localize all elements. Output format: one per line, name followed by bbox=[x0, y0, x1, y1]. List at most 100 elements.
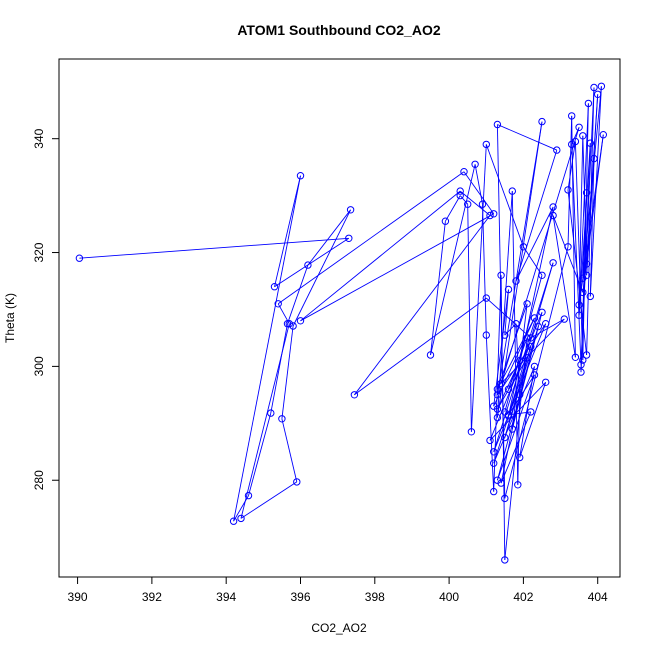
series-segment bbox=[474, 164, 483, 205]
series-segment bbox=[248, 412, 272, 496]
series-segment bbox=[589, 158, 595, 297]
data-point bbox=[289, 322, 297, 330]
series-segment bbox=[578, 103, 589, 316]
series-segment bbox=[485, 335, 495, 492]
data-point bbox=[582, 260, 591, 268]
data-point bbox=[504, 285, 513, 294]
data-point bbox=[519, 243, 528, 251]
series-segment bbox=[287, 264, 309, 324]
series-segment bbox=[233, 175, 301, 522]
data-point bbox=[490, 210, 498, 218]
data-point bbox=[549, 259, 557, 267]
series-segment bbox=[497, 124, 557, 151]
data-point bbox=[504, 385, 513, 393]
data-point bbox=[501, 494, 509, 503]
data-point bbox=[478, 200, 487, 208]
data-point bbox=[599, 131, 607, 139]
data-point bbox=[527, 334, 535, 342]
series-segment bbox=[567, 141, 576, 190]
data-point bbox=[497, 271, 505, 279]
data-point bbox=[345, 234, 353, 243]
series-segment bbox=[493, 275, 502, 492]
data-point bbox=[296, 172, 305, 180]
y-tick-label: 280 bbox=[32, 470, 46, 490]
data-point bbox=[549, 211, 557, 220]
data-point bbox=[582, 189, 591, 197]
series-segment bbox=[519, 382, 547, 458]
data-point bbox=[482, 331, 490, 339]
data-point bbox=[512, 277, 520, 285]
series-segment bbox=[79, 237, 349, 259]
data-point bbox=[501, 556, 509, 564]
series-segment bbox=[586, 94, 599, 264]
data-point bbox=[501, 331, 509, 339]
data-point bbox=[229, 517, 238, 525]
data-point bbox=[285, 320, 293, 328]
series-segment bbox=[496, 121, 543, 395]
series-segment bbox=[354, 215, 491, 396]
series-segment bbox=[500, 275, 506, 560]
series-segment bbox=[574, 141, 584, 361]
x-tick-label: 392 bbox=[142, 590, 162, 604]
data-point bbox=[441, 217, 450, 225]
x-tick-label: 404 bbox=[588, 590, 608, 604]
x-tick-label: 398 bbox=[365, 590, 385, 604]
data-point bbox=[493, 391, 502, 399]
data-point bbox=[577, 368, 585, 376]
data-point bbox=[542, 320, 550, 328]
data-point bbox=[516, 357, 524, 365]
series-segment bbox=[515, 149, 558, 282]
data-point bbox=[482, 140, 490, 149]
data-point bbox=[579, 356, 587, 364]
data-point bbox=[490, 459, 498, 467]
series-segment bbox=[430, 164, 476, 356]
data-point bbox=[590, 154, 598, 163]
data-point bbox=[530, 371, 539, 379]
series-segment bbox=[482, 204, 487, 336]
series-segment bbox=[300, 190, 461, 322]
data-point bbox=[514, 481, 522, 489]
series-segment bbox=[459, 195, 469, 205]
data-point bbox=[501, 408, 509, 416]
data-point bbox=[493, 385, 502, 393]
y-axis-label: Theta (K) bbox=[3, 293, 17, 343]
series-segment bbox=[274, 237, 350, 288]
data-point bbox=[516, 453, 524, 462]
data-point bbox=[575, 311, 583, 319]
data-point bbox=[486, 436, 494, 445]
data-point bbox=[464, 200, 472, 208]
data-point bbox=[538, 271, 546, 279]
data-point bbox=[564, 186, 572, 194]
series-segment bbox=[504, 337, 528, 560]
series-segment bbox=[274, 175, 301, 287]
data-point bbox=[350, 391, 359, 399]
y-tick-label: 300 bbox=[32, 356, 46, 376]
y-axis: 280 300 320 340 bbox=[32, 128, 60, 490]
series-segment bbox=[485, 144, 524, 247]
data-point bbox=[590, 83, 598, 92]
data-point bbox=[490, 448, 498, 456]
data-point bbox=[497, 479, 505, 487]
data-point bbox=[508, 187, 516, 195]
x-tick-label: 402 bbox=[513, 590, 533, 604]
data-point bbox=[460, 168, 468, 176]
data-point bbox=[267, 409, 275, 417]
data-point bbox=[586, 139, 594, 147]
data-point bbox=[568, 112, 576, 120]
series-segment bbox=[500, 318, 565, 384]
data-point bbox=[553, 146, 561, 154]
x-tick-label: 394 bbox=[216, 590, 236, 604]
series-segment bbox=[504, 323, 517, 336]
data-point bbox=[575, 123, 583, 132]
series-segment bbox=[493, 366, 535, 464]
data-point bbox=[571, 353, 580, 361]
y-tick-label: 340 bbox=[32, 128, 46, 148]
chart-title: ATOM1 Southbound CO2_AO2 bbox=[237, 22, 440, 38]
series-layer bbox=[75, 82, 607, 564]
x-tick-label: 390 bbox=[68, 590, 88, 604]
series-segment bbox=[270, 323, 288, 414]
data-point bbox=[530, 362, 539, 371]
x-axis: 390 392 394 396 398 400 402 404 bbox=[68, 576, 608, 604]
series-segment bbox=[240, 481, 298, 519]
data-point bbox=[346, 206, 355, 214]
